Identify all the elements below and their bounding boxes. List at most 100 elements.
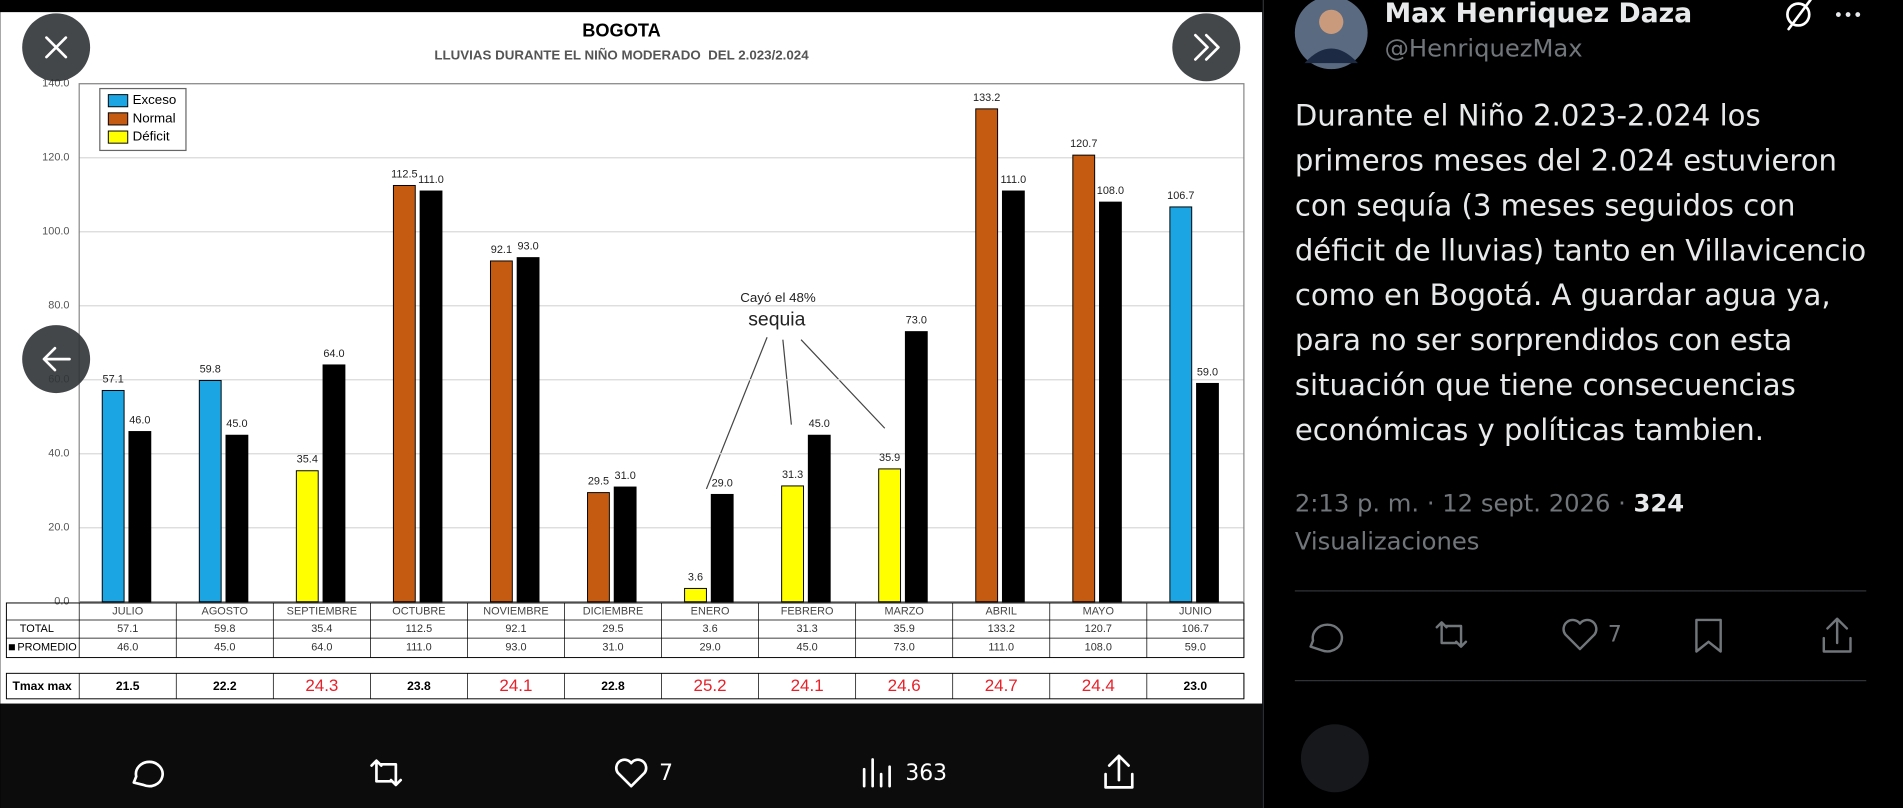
more-button[interactable]: [1835, 12, 1861, 17]
data-label: 64.0: [323, 348, 344, 360]
data-label: 31.0: [615, 470, 636, 482]
bar: [1072, 154, 1096, 603]
bar: [684, 587, 707, 603]
legend-label: Normal: [133, 110, 176, 125]
grok-button[interactable]: [1786, 0, 1812, 31]
author-name[interactable]: Max Henriquez Daza: [1385, 0, 1693, 29]
tmax-cell: 24.1: [499, 676, 532, 695]
views-label: Visualizaciones: [1295, 526, 1480, 555]
tweet-views: 324: [1634, 489, 1685, 518]
table-cell: 112.5: [406, 623, 432, 635]
tmax-cell: 24.1: [791, 676, 824, 695]
table-cell: 35.4: [311, 623, 332, 635]
bar: [781, 485, 804, 603]
table-cell: 35.9: [894, 623, 915, 635]
table-cell: 111.0: [406, 642, 432, 654]
table-cell: 133.2: [988, 623, 1015, 635]
tmax-cell: 23.8: [407, 679, 431, 693]
legend-swatch: [107, 130, 129, 144]
x-tick-label: DICIEMBRE: [583, 605, 644, 617]
bookmark-button[interactable]: [1695, 618, 1722, 653]
row-label: TOTAL: [20, 623, 54, 635]
reply-button[interactable]: [132, 760, 164, 788]
y-tick-label: 20.0: [48, 522, 69, 534]
data-label: 111.0: [1001, 174, 1027, 186]
x-tick-label: NOVIEMBRE: [483, 605, 548, 617]
retweet-button[interactable]: [1435, 621, 1468, 648]
avatar[interactable]: [1294, 0, 1368, 70]
share-button[interactable]: [1822, 617, 1852, 653]
bar: [904, 331, 928, 603]
data-label: 46.0: [129, 414, 150, 426]
bar: [807, 434, 831, 603]
x-tick-label: FEBRERO: [781, 605, 834, 617]
data-label: 45.0: [809, 418, 830, 430]
table-cell: 108.0: [1085, 642, 1112, 654]
table-cell: 120.7: [1085, 623, 1112, 635]
table-cell: 111.0: [988, 642, 1014, 654]
like-count: 7: [659, 761, 673, 786]
legend-swatch: [107, 94, 129, 108]
media-backdrop: [0, 703, 1263, 808]
share-button[interactable]: [1104, 754, 1134, 789]
arrow: [782, 339, 792, 425]
like-button[interactable]: 7: [614, 758, 673, 788]
table-cell: 57.1: [117, 623, 138, 635]
author-handle[interactable]: @HenriquezMax: [1385, 34, 1583, 63]
views-button[interactable]: 363: [862, 758, 947, 788]
x-tick-label: ABRIL: [985, 605, 1017, 617]
x-tick-label: ENERO: [691, 605, 730, 617]
retweet-button[interactable]: [370, 759, 403, 787]
data-label: 73.0: [906, 315, 927, 327]
y-tick-label: 0.0: [54, 596, 69, 608]
data-label: 112.5: [391, 168, 417, 180]
chart-subtitle: LLUVIAS DURANTE EL NIÑO MODERADO DEL 2.0…: [434, 47, 809, 62]
x-tick-label: SEPTIEMBRE: [287, 605, 357, 617]
bar: [587, 492, 610, 603]
tmax-cell: 22.8: [601, 679, 625, 693]
data-label: 57.1: [103, 373, 124, 385]
tmax-cell: 24.4: [1082, 676, 1115, 695]
tmax-cell: 24.6: [888, 676, 921, 695]
close-button[interactable]: [22, 13, 91, 82]
x-tick-label: JULIO: [112, 605, 143, 617]
tmax-cell: 24.3: [305, 676, 338, 695]
bar: [1099, 201, 1122, 603]
table-cell: 106.7: [1182, 623, 1209, 635]
data-label: 120.7: [1070, 138, 1097, 150]
bar: [392, 184, 416, 603]
annotation: sequia: [748, 308, 805, 330]
tweet-line: Durante el Niño 2.023-2.024 los: [1295, 99, 1761, 133]
table-cell: 29.5: [602, 623, 623, 635]
like-button[interactable]: 7: [1562, 618, 1622, 651]
bar: [975, 108, 999, 603]
tweet-panel: [1263, 0, 1903, 808]
data-label: 106.7: [1167, 190, 1194, 202]
x-tick-label: OCTUBRE: [392, 605, 445, 617]
data-label: 35.9: [879, 452, 900, 464]
tweet-meta: 2:13 p. m. · 12 sept. 2026 · 324: [1295, 489, 1684, 518]
reply-button[interactable]: [1309, 623, 1344, 653]
tweet-line: primeros meses del 2.024 estuvieron: [1295, 144, 1837, 178]
bar: [710, 493, 734, 603]
bar: [1169, 206, 1193, 603]
data-label: 108.0: [1097, 185, 1124, 197]
data-label: 92.1: [491, 244, 512, 256]
tweet-time: 2:13 p. m. · 12 sept. 2026 ·: [1295, 489, 1626, 518]
data-label: 31.3: [782, 469, 803, 481]
tweet-line: económicas y políticas tambien.: [1295, 413, 1764, 447]
bar: [1196, 382, 1219, 603]
chart-title: BOGOTA: [582, 20, 660, 40]
data-label: 59.0: [1197, 366, 1218, 378]
table-cell: 46.0: [117, 642, 138, 654]
like-count: 7: [1608, 623, 1622, 648]
table-cell: 64.0: [311, 642, 332, 654]
table-cell: 45.0: [797, 642, 818, 654]
view-count: 363: [905, 761, 947, 786]
tweet-line: con sequía (3 meses seguidos con: [1295, 188, 1796, 222]
legend-swatch: [107, 112, 129, 126]
reply-avatar: [1300, 724, 1369, 793]
next-button[interactable]: [1172, 13, 1241, 82]
back-button[interactable]: [22, 325, 91, 394]
